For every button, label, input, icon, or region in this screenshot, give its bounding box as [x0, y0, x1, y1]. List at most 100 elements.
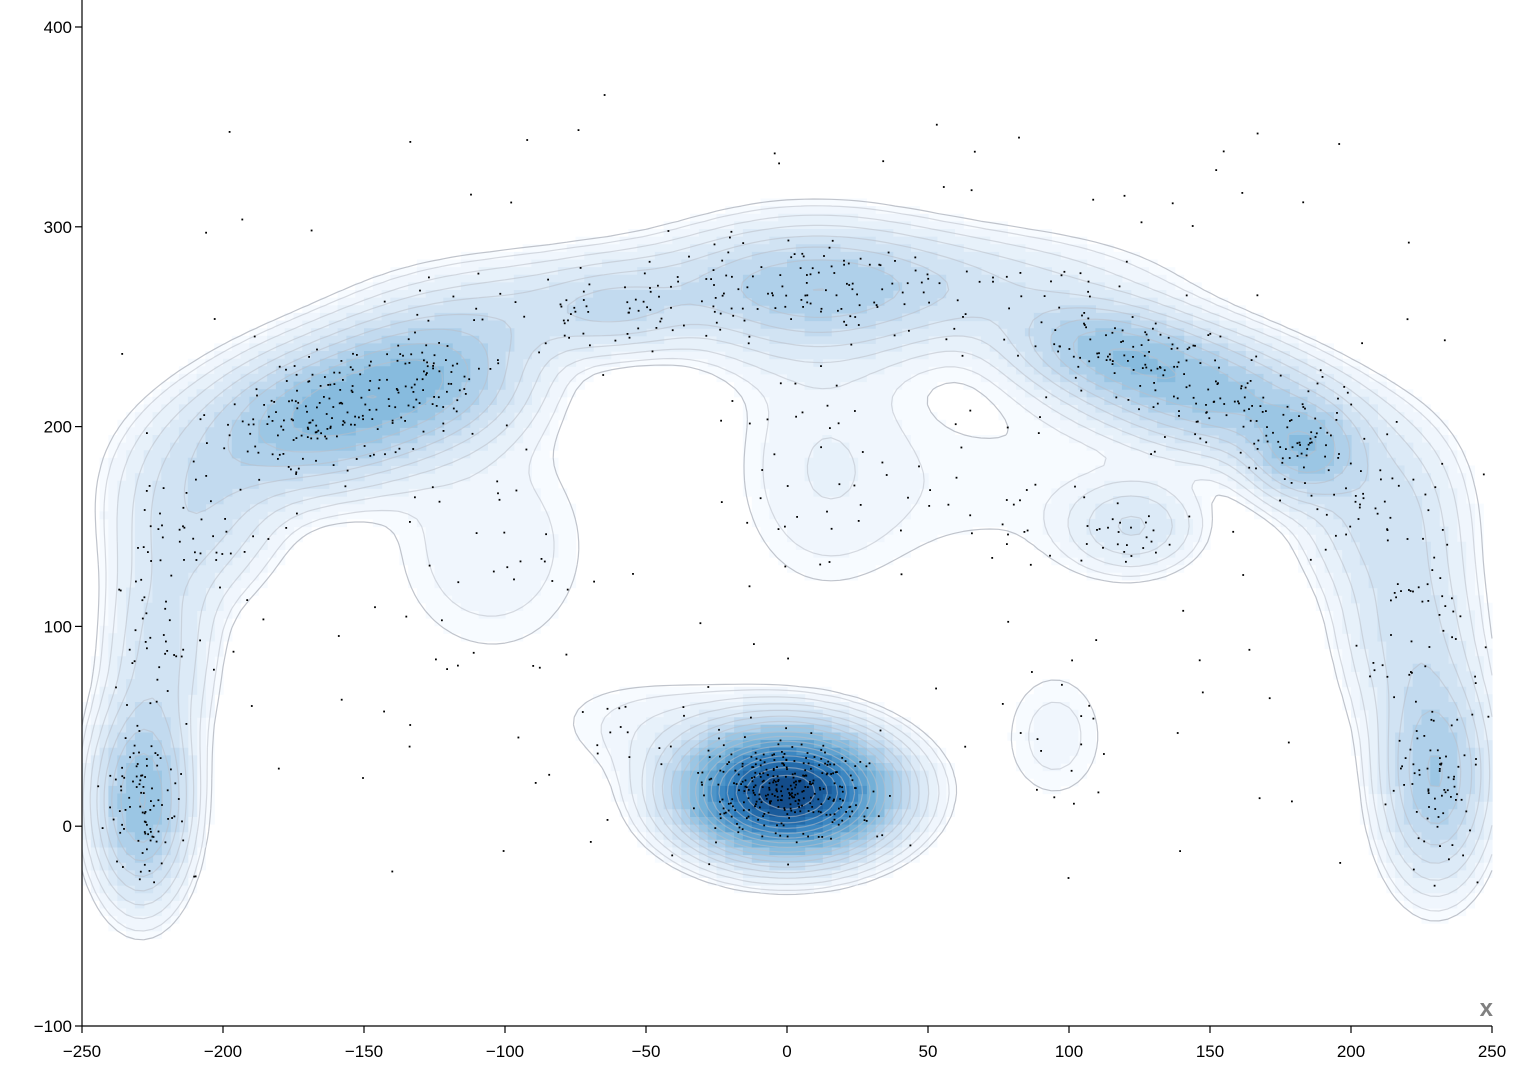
scatter-point [1102, 546, 1104, 549]
scatter-point [121, 353, 124, 355]
scatter-point [697, 772, 699, 774]
scatter-point [1474, 682, 1477, 684]
scatter-point [1422, 537, 1424, 540]
scatter-point [929, 489, 931, 491]
scatter-point [748, 422, 751, 425]
scatter-point [758, 798, 761, 801]
scatter-point [857, 324, 860, 326]
scatter-point [793, 796, 795, 799]
scatter-point [787, 239, 790, 242]
scatter-point [853, 484, 856, 487]
scatter-point [1159, 333, 1162, 336]
scatter-point [296, 512, 298, 515]
scatter-point [407, 404, 410, 407]
scatter-point [1034, 345, 1037, 348]
scatter-point [278, 365, 281, 368]
scatter-point [1006, 543, 1008, 545]
scatter-point [1439, 577, 1442, 579]
scatter-point [818, 786, 821, 789]
scatter-point [891, 282, 894, 285]
scatter-point [450, 383, 453, 385]
scatter-point [161, 804, 163, 806]
scatter-point [784, 305, 787, 308]
scatter-point [227, 423, 229, 426]
scatter-point [1336, 412, 1338, 414]
scatter-point [1266, 426, 1268, 428]
scatter-point [141, 617, 144, 620]
y-tick: 0 [63, 817, 82, 836]
scatter-point [308, 421, 311, 424]
scatter-point [1156, 402, 1159, 405]
scatter-point [708, 756, 711, 758]
scatter-point [715, 841, 717, 844]
scatter-point [801, 252, 804, 255]
scatter-point [708, 863, 711, 866]
scatter-point [562, 319, 565, 322]
scatter-point [701, 783, 703, 786]
scatter-point [786, 788, 789, 791]
scatter-point [832, 772, 834, 775]
scatter-point [1215, 380, 1217, 383]
scatter-point [1327, 469, 1330, 472]
scatter-point [134, 629, 137, 632]
scatter-point [275, 411, 277, 413]
scatter-point [164, 652, 166, 655]
scatter-point [788, 817, 790, 819]
scatter-point [1209, 332, 1212, 335]
scatter-point [587, 311, 590, 313]
scatter-point [1315, 432, 1318, 435]
scatter-point [140, 578, 143, 581]
scatter-point [779, 834, 782, 837]
scatter-point [841, 786, 843, 789]
scatter-point [1459, 615, 1462, 618]
scatter-point [885, 474, 888, 476]
scatter-point [1170, 348, 1173, 350]
scatter-point [278, 453, 281, 456]
scatter-point [1310, 494, 1313, 497]
contour-line-5 [103, 246, 1473, 878]
scatter-point [138, 878, 141, 881]
scatter-point [1248, 466, 1251, 469]
scatter-point [838, 483, 841, 486]
scatter-point [144, 811, 147, 813]
scatter-point [496, 480, 499, 483]
scatter-point [566, 588, 569, 591]
scatter-point [1023, 531, 1026, 533]
scatter-point [1096, 529, 1098, 531]
scatter-point [1005, 499, 1008, 501]
scatter-point [828, 796, 831, 799]
y-tick-label: −100 [34, 1017, 72, 1036]
scatter-point [551, 580, 554, 582]
scatter-point [1359, 503, 1361, 506]
scatter-point [166, 789, 169, 792]
scatter-point [307, 380, 310, 383]
scatter-point [1427, 792, 1430, 794]
scatter-point [1019, 499, 1021, 502]
scatter-point [478, 367, 480, 370]
scatter-point [1256, 448, 1259, 450]
scatter-point [753, 776, 756, 778]
scatter-point [1298, 441, 1301, 444]
scatter-point [627, 311, 630, 314]
scatter-point [295, 373, 298, 376]
scatter-point [670, 285, 672, 288]
scatter-point [793, 760, 796, 762]
scatter-point [1150, 540, 1153, 543]
scatter-point [150, 830, 152, 833]
scatter-point [779, 274, 782, 276]
scatter-point [178, 528, 181, 531]
scatter-point [1428, 646, 1431, 648]
scatter-point [763, 824, 766, 827]
scatter-point [1309, 437, 1312, 440]
scatter-point [1427, 509, 1430, 512]
scatter-point [798, 806, 800, 808]
scatter-point [1406, 538, 1409, 540]
scatter-point [830, 265, 833, 268]
scatter-point [241, 420, 244, 423]
scatter-point [677, 280, 679, 283]
scatter-point [1286, 426, 1289, 429]
scatter-point [671, 854, 674, 857]
scatter-point [1249, 380, 1252, 382]
scatter-point [296, 389, 298, 392]
scatter-point [793, 253, 796, 255]
